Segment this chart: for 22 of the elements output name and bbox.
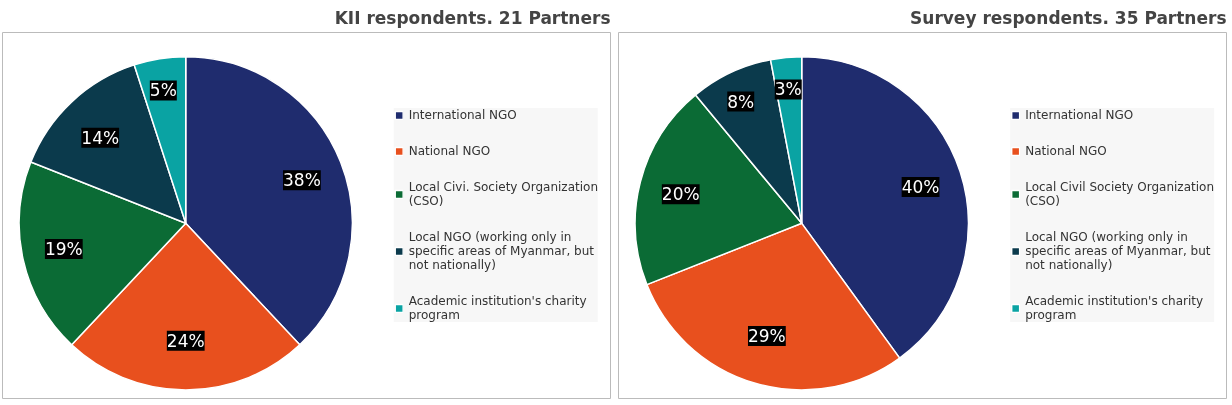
data-label: 19%	[44, 238, 83, 259]
data-label: 40%	[901, 177, 940, 198]
legend-label: Local NGO (working only in specific areas of Myanmar, but not nationally)	[408, 230, 594, 272]
legend-label: Academic institution's charity program	[408, 294, 587, 322]
legend-label: International NGO	[1025, 108, 1134, 122]
data-label: 14%	[81, 127, 120, 148]
legend-label: Academic institution's charity program	[1025, 294, 1204, 322]
chart-title: Survey respondents. 35 Partners	[910, 7, 1227, 28]
legend-label: Local Civi. Society Organization (CSO)	[408, 180, 598, 208]
legend-label: National NGO	[408, 144, 491, 158]
data-label: 24%	[166, 330, 205, 351]
data-label: 5%	[149, 80, 177, 101]
legend-label: Local Civil Society Organization (CSO)	[1025, 180, 1214, 208]
legend-label: National NGO	[1025, 144, 1107, 158]
data-label: 3%	[774, 79, 802, 100]
data-label: 20%	[661, 184, 700, 205]
legend-label: Local NGO (working only in specific areas of Myanmar, but not nationally)	[1025, 230, 1211, 272]
data-label: 29%	[747, 325, 786, 346]
data-label: 8%	[727, 91, 755, 112]
legend-label: International NGO	[408, 108, 517, 122]
chart-title: KII respondents. 21 Partners	[334, 7, 611, 28]
data-label: 38%	[283, 170, 321, 191]
